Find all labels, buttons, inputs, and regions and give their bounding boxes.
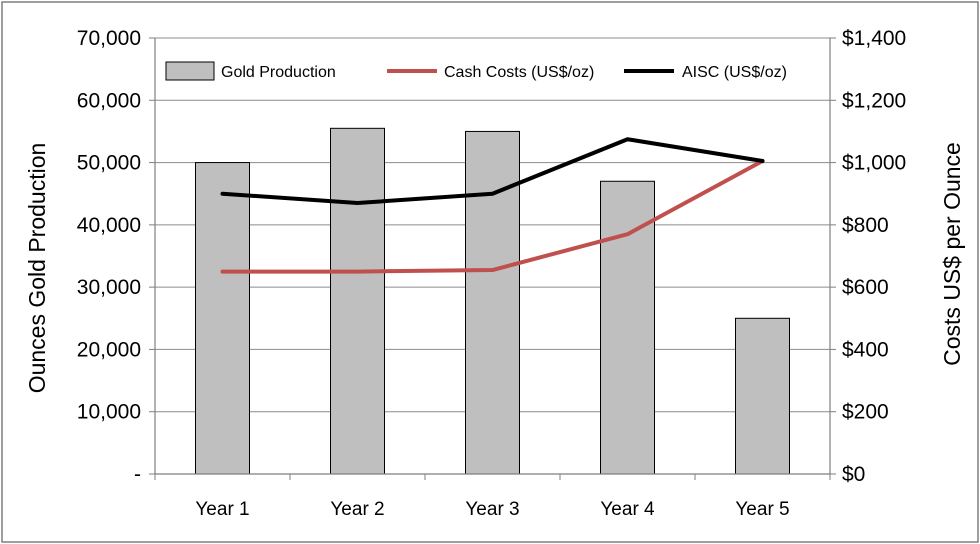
legend-label-gold-production: Gold Production xyxy=(221,64,336,81)
legend-swatch-gold-production xyxy=(165,61,215,81)
category-label: Year 5 xyxy=(735,499,789,520)
point-cash-costs-us-oz xyxy=(222,271,223,273)
right-tick-labels: $0 $200 $400 $600 $800 $1,000 $1,200 $1,400 xyxy=(842,27,906,486)
bar-gold-production xyxy=(195,162,250,475)
left-tick-label: - xyxy=(134,463,141,486)
right-tick-label: $800 xyxy=(842,214,889,237)
right-tick-label: $400 xyxy=(842,338,889,361)
point-cash-costs-us-oz xyxy=(357,271,358,273)
line-series xyxy=(220,137,765,274)
left-tick-label: 60,000 xyxy=(77,89,141,112)
category-label: Year 3 xyxy=(465,499,519,520)
point-cash-costs-us-oz xyxy=(627,233,628,235)
left-tick-label: 30,000 xyxy=(77,276,141,299)
y-axis-title: Ounces Gold Production xyxy=(24,143,50,394)
y2-axis-title: Costs US$ per Ounce xyxy=(939,142,965,366)
bar-gold-production xyxy=(465,130,520,475)
bar-gold-production xyxy=(735,317,790,475)
left-tick-label: 40,000 xyxy=(77,214,141,237)
legend: Gold Production Cash Costs (US$/oz) AISC… xyxy=(165,61,787,81)
category-label: Year 4 xyxy=(600,499,655,520)
left-tick-label: 70,000 xyxy=(77,27,141,50)
legend-label-cash-costs: Cash Costs (US$/oz) xyxy=(444,64,594,81)
legend-label-aisc: AISC (US$/oz) xyxy=(682,64,787,81)
right-tick-label: $600 xyxy=(842,276,889,299)
point-aisc-us-oz xyxy=(492,193,493,195)
right-tick-label: $1,200 xyxy=(842,89,906,112)
left-tick-label: 50,000 xyxy=(77,152,141,175)
left-tick-label: 20,000 xyxy=(77,338,141,361)
axes xyxy=(154,38,831,475)
point-aisc-us-oz xyxy=(357,202,358,204)
left-tick-label: 10,000 xyxy=(77,401,141,424)
right-tick-label: $1,400 xyxy=(842,27,906,50)
point-aisc-us-oz xyxy=(222,193,223,195)
category-label: Year 2 xyxy=(330,499,384,520)
bar-series xyxy=(195,127,790,475)
left-tick-labels: - 10,000 20,000 30,000 40,000 50,000 60,000 70,… xyxy=(77,27,141,486)
category-labels: Year 1 Year 2 Year 3 Year 4 Year 5 xyxy=(195,499,789,520)
right-tick-label: $1,000 xyxy=(842,152,906,175)
bar-gold-production xyxy=(330,127,385,475)
right-tick-label: $200 xyxy=(842,401,889,424)
point-aisc-us-oz xyxy=(762,160,763,162)
category-label: Year 1 xyxy=(195,499,249,520)
right-tick-label: $0 xyxy=(842,463,865,486)
point-aisc-us-oz xyxy=(627,138,628,140)
point-cash-costs-us-oz xyxy=(492,269,493,271)
